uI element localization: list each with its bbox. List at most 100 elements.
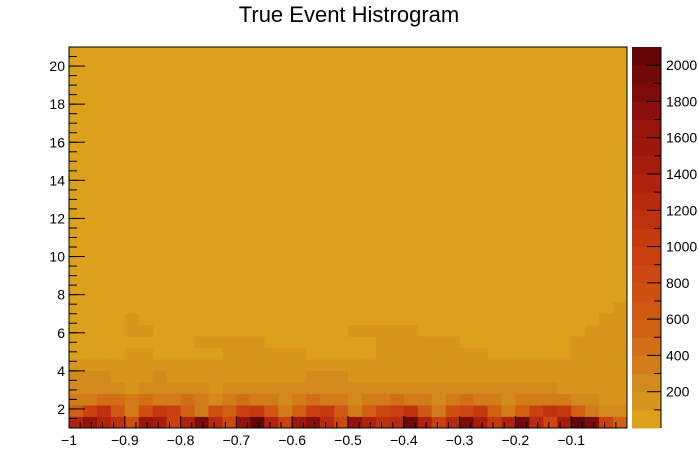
heatmap-cell — [417, 347, 432, 360]
color-scale-band — [632, 409, 661, 429]
heatmap-cell — [236, 336, 251, 349]
heatmap-cell — [292, 370, 307, 383]
heatmap-cell — [501, 393, 516, 406]
heatmap-cell — [473, 359, 488, 372]
heatmap-cell — [445, 405, 460, 417]
heatmap-cell — [306, 393, 321, 406]
heatmap-cell — [473, 382, 488, 395]
heatmap-cell — [320, 382, 335, 395]
heatmap-cell — [473, 393, 488, 406]
heatmap-cell — [138, 325, 153, 337]
heatmap-cell — [403, 382, 419, 395]
heatmap-cell — [613, 313, 628, 326]
y-axis: 2 4 6 8 10 12 14 16 18 20 — [49, 46, 85, 429]
heatmap-cell — [501, 359, 516, 372]
heatmap-cell — [194, 382, 209, 395]
heatmap-cell — [180, 416, 195, 429]
color-scale-band — [632, 301, 661, 320]
heatmap-cell — [348, 416, 363, 429]
heatmap-cell — [445, 370, 460, 383]
heatmap-cell — [82, 405, 98, 417]
heatmap-cell — [375, 325, 391, 337]
heatmap-cell — [306, 382, 321, 395]
heatmap-cell — [515, 370, 530, 383]
heatmap-cell — [375, 370, 391, 383]
heatmap-cell — [417, 370, 432, 383]
heatmap-cell — [389, 347, 405, 360]
heatmap-cell — [180, 405, 195, 417]
heatmap-cell — [487, 359, 502, 372]
heatmap-cell — [264, 405, 279, 417]
heatmap-cell — [222, 336, 237, 349]
heatmap-cell — [152, 393, 167, 406]
color-scale-band — [632, 228, 661, 247]
heatmap-cell — [236, 393, 251, 406]
heatmap-cell — [180, 393, 195, 406]
heatmap-cell — [222, 405, 237, 417]
heatmap-cell — [515, 405, 530, 417]
heatmap-cell — [180, 370, 195, 383]
heatmap-cell — [389, 393, 405, 406]
heatmap-cell — [403, 370, 419, 383]
heatmap-cell — [473, 347, 488, 360]
heatmap-cell — [403, 347, 419, 360]
heatmap-cell — [110, 393, 126, 406]
heatmap-cell — [375, 359, 391, 372]
heatmap-cell — [250, 405, 265, 417]
heatmap-cell — [431, 370, 446, 383]
heatmap-cell — [152, 405, 167, 417]
heatmap-cell — [320, 370, 335, 383]
heatmap-cell — [585, 336, 600, 349]
heatmap-cell — [543, 405, 558, 417]
heatmap-cell — [459, 347, 474, 360]
heatmap-cell — [599, 313, 614, 326]
heatmap-cell — [473, 370, 488, 383]
heatmap-cell — [431, 416, 446, 429]
heatmap-cell — [543, 416, 558, 429]
y-tick-label: 12 — [49, 210, 65, 226]
heatmap-cell — [69, 416, 84, 429]
x-tick-label: −0.7 — [223, 432, 251, 448]
heatmap-cell — [445, 416, 460, 429]
heatmap-cell — [236, 359, 251, 372]
color-scale-band — [632, 192, 661, 211]
heatmap-cell — [82, 370, 98, 383]
heatmap-cell — [417, 405, 432, 417]
heatmap-cell — [208, 405, 223, 417]
color-scale-tick-label: 1000 — [666, 239, 697, 255]
heatmap-cell — [69, 370, 84, 383]
heatmap-cell — [599, 393, 614, 406]
y-tick-label: 18 — [49, 96, 65, 112]
heatmap-cell — [613, 382, 628, 395]
color-scale-tick-label: 1600 — [666, 130, 697, 146]
heatmap-cell — [96, 382, 112, 395]
heatmap-cell — [292, 382, 307, 395]
heatmap-cell — [459, 416, 474, 429]
heatmap-cell — [138, 382, 153, 395]
y-tick-label: 4 — [57, 363, 65, 379]
heatmap-cell — [292, 347, 307, 360]
heatmap-cell — [152, 382, 167, 395]
heatmap-cell — [348, 359, 363, 372]
heatmap-cell — [320, 416, 335, 429]
heatmap-cell — [571, 416, 586, 429]
heatmap-cell — [110, 416, 126, 429]
heatmap-cell — [417, 359, 432, 372]
heatmap-cell — [264, 382, 279, 395]
heatmap-cell — [96, 405, 112, 417]
heatmap-cell — [278, 393, 293, 406]
color-scale-tick-label: 1200 — [666, 202, 697, 218]
heatmap-cell — [389, 325, 405, 337]
heatmap-cell — [250, 370, 265, 383]
heatmap-cell — [110, 370, 126, 383]
heatmap-cell — [138, 416, 153, 429]
heatmap-cell — [69, 382, 84, 395]
heatmap-cell — [431, 359, 446, 372]
heatmap-cell — [292, 416, 307, 429]
heatmap-cell — [334, 370, 349, 383]
heatmap-cell — [348, 382, 363, 395]
heatmap-cells — [68, 46, 628, 429]
heatmap-cell — [375, 416, 391, 429]
heatmap-cell — [306, 416, 321, 429]
heatmap-cell — [459, 359, 474, 372]
